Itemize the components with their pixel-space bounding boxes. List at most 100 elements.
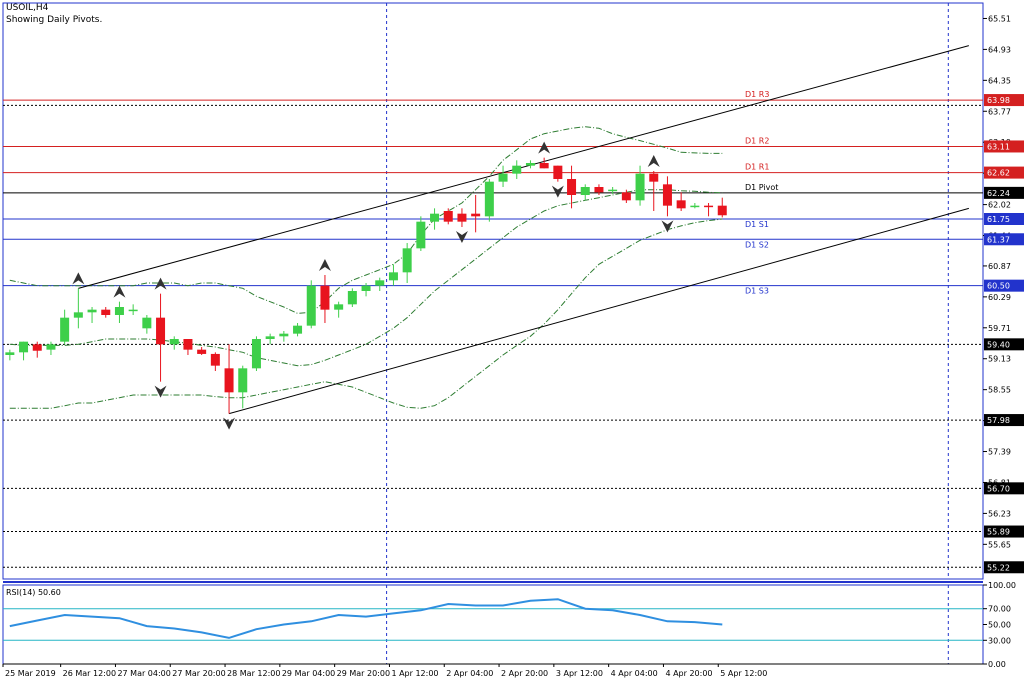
candle-body-44	[608, 189, 618, 192]
pivot-tag-5: 61.37	[987, 235, 1010, 244]
candle-body-33	[457, 213, 467, 222]
dashed-level-tag-bg-4	[984, 525, 1024, 538]
y-tick-label-8: 60.87	[988, 262, 1011, 271]
y-tick-label-17: 55.65	[988, 540, 1011, 549]
candle-body-8	[114, 307, 124, 315]
pivot-tag-bg-4	[984, 213, 1024, 225]
y-tick-label-11: 59.13	[988, 355, 1011, 364]
candle-body-22	[306, 285, 316, 326]
candle-body-15	[210, 353, 220, 366]
candle-body-5	[73, 312, 83, 318]
candle-body-6	[87, 309, 97, 313]
candle-body-27	[375, 280, 385, 286]
candle-body-25	[347, 291, 357, 305]
dashed-level-tag-4: 55.89	[987, 528, 1010, 537]
y-tick-label-0: 65.51	[988, 14, 1011, 23]
pivot-tag-4: 61.75	[987, 215, 1010, 224]
candle-body-47	[649, 173, 659, 182]
pivot-tag-bg-0	[984, 94, 1024, 107]
y-tick-label-1: 64.93	[988, 45, 1011, 54]
x-tick-label-4: 28 Mar 12:00	[227, 669, 280, 678]
fractal-down-icon-0	[154, 385, 167, 398]
pivot-label-3: D1 Pivot	[745, 183, 778, 192]
pivot-tag-bg-2	[984, 166, 1024, 179]
candle-body-4	[60, 317, 70, 342]
pivot-tag-0: 63.98	[987, 96, 1010, 105]
x-tick-label-1: 26 Mar 12:00	[63, 669, 116, 678]
dashed-level-tag-1: 59.40	[987, 340, 1010, 349]
pivot-tag-bg-6	[984, 279, 1024, 292]
candle-body-11	[156, 317, 166, 345]
x-tick-label-5: 29 Mar 04:00	[282, 669, 335, 678]
candle-body-49	[676, 200, 686, 209]
pivot-tag-bg-3	[984, 186, 1024, 199]
candle-body-52	[717, 205, 727, 216]
fractal-up-icon-2	[154, 277, 167, 290]
x-tick-label-13: 5 Apr 12:00	[720, 669, 767, 678]
y-tick-label-6: 62.02	[988, 201, 1011, 210]
band-middle	[9, 189, 723, 367]
time-axis: 25 Mar 2019 26 Mar 12:00 27 Mar 04:00 27 Ma…	[2, 663, 983, 678]
candle-body-26	[361, 285, 371, 291]
candle-body-19	[265, 336, 275, 339]
y-tick-label-2: 64.35	[988, 76, 1011, 85]
candle-body-37	[512, 165, 522, 174]
x-tick-label-12: 4 Apr 20:00	[665, 669, 712, 678]
dashed-level-tag-5: 55.22	[987, 563, 1010, 572]
rsi-tick-label-3: 30.00	[988, 636, 1011, 645]
symbol-label: USOIL,H4	[6, 3, 49, 13]
dashed-level-tag-bg-1	[984, 338, 1024, 351]
fractal-up-icon-0	[72, 272, 85, 285]
candle-body-42	[580, 187, 590, 195]
band-lower	[9, 218, 723, 409]
candle-body-21	[293, 325, 303, 334]
band-upper	[9, 126, 723, 314]
candle-body-50	[690, 205, 700, 208]
x-tick-label-9: 2 Apr 20:00	[501, 669, 548, 678]
candle-body-10	[142, 317, 152, 329]
candle-body-12	[169, 339, 179, 345]
pivot-tag-1: 63.11	[987, 142, 1010, 151]
x-tick-label-11: 4 Apr 04:00	[611, 669, 658, 678]
fractal-up-icon-4	[538, 141, 551, 154]
candle-body-48	[662, 184, 672, 206]
pivot-tag-bg-1	[984, 140, 1024, 153]
pivot-label-0: D1 R3	[745, 90, 769, 99]
pivot-tag-3: 62.24	[987, 189, 1010, 198]
x-tick-label-6: 29 Mar 20:00	[337, 669, 390, 678]
fractal-down-icon-3	[551, 185, 564, 198]
candle-body-20	[279, 333, 289, 337]
candle-body-2	[32, 344, 42, 351]
candle-body-36	[498, 173, 508, 182]
pivot-label-1: D1 R2	[745, 136, 769, 145]
candle-body-34	[471, 213, 481, 217]
pivot-label-6: D1 S3	[745, 287, 769, 296]
candle-body-13	[183, 339, 193, 350]
candle-body-16	[224, 368, 234, 393]
price-panel: 65.5164.9364.3563.7763.1962.6162.0261.44…	[2, 2, 1024, 583]
dashed-level-tag-bg-3	[984, 482, 1024, 495]
candle-body-17	[238, 368, 248, 393]
candle-body-14	[197, 349, 207, 354]
pivot-label-4: D1 S1	[745, 220, 769, 229]
fractal-down-icon-1	[223, 417, 236, 430]
candle-body-28	[388, 272, 398, 281]
fractal-up-icon-3	[318, 259, 331, 271]
candle-body-43	[594, 187, 604, 193]
y-tick-label-3: 63.77	[988, 107, 1011, 116]
x-tick-label-2: 27 Mar 04:00	[117, 669, 170, 678]
candle-body-24	[334, 304, 344, 310]
y-tick-label-9: 60.29	[988, 293, 1011, 302]
candle-body-1	[19, 341, 29, 353]
rsi-tick-label-1: 70.00	[988, 605, 1011, 614]
fractal-up-icon-5	[647, 155, 660, 167]
x-tick-label-7: 1 Apr 12:00	[391, 669, 438, 678]
candle-body-45	[621, 192, 631, 201]
channel-lower-line	[228, 207, 969, 415]
x-tick-label-0: 25 Mar 2019	[5, 669, 56, 678]
candle-body-40	[553, 165, 563, 179]
candle-body-38	[525, 163, 535, 166]
rsi-frame	[2, 584, 984, 665]
dashed-level-tag-2: 57.98	[987, 416, 1010, 425]
y-tick-label-10: 59.71	[988, 324, 1011, 333]
